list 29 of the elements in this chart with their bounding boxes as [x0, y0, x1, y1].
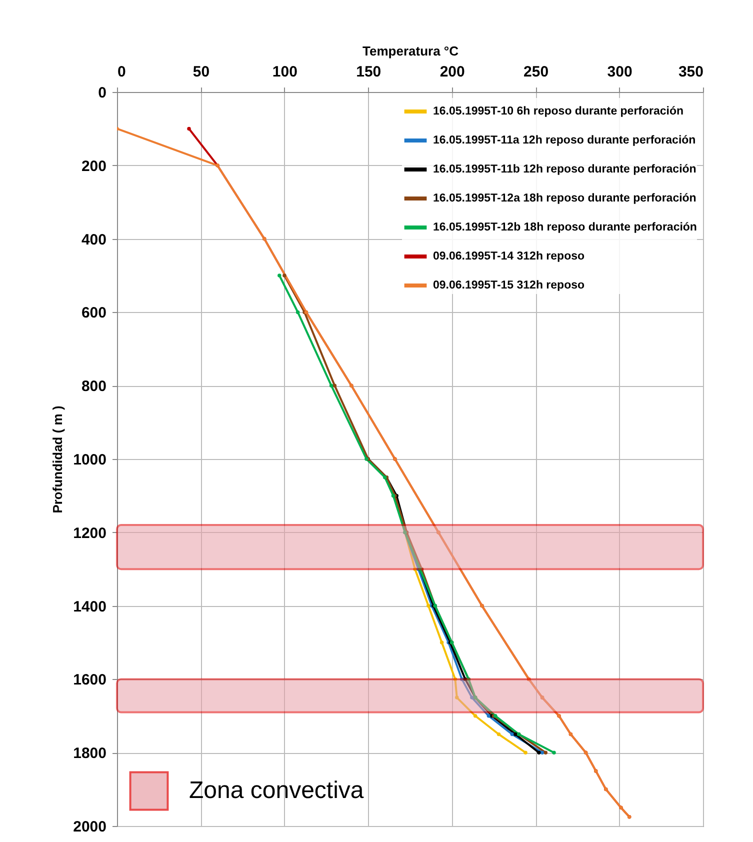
y-tick-label: 2000 — [73, 818, 106, 836]
y-tick-label: 1000 — [73, 452, 106, 468]
x-tick-label: 350 — [678, 64, 704, 80]
x-tick-label: 150 — [356, 64, 382, 80]
legend-label: 09.06.1995T-14 312h reposo — [433, 250, 585, 262]
legend-label: 09.06.1995T-15 312h reposo — [433, 280, 585, 292]
x-tick-label: 300 — [607, 64, 632, 80]
y-tick-label: 800 — [81, 378, 106, 396]
y-tick-label: 400 — [81, 231, 106, 248]
legend-label: 16.05.1995T-10 6h reposo durante perforación — [433, 106, 684, 118]
y-tick-label: 1400 — [73, 598, 106, 616]
legend-label: 16.05.1995T-11a 12h reposo durante perforación — [433, 134, 696, 146]
y-tick-label: 1800 — [73, 745, 106, 762]
legend-label: 16.05.1995T-12b 18h reposo durante perforación — [433, 222, 697, 234]
y-tick-label: 1600 — [73, 672, 106, 689]
y-tick-label: 600 — [81, 304, 106, 322]
legend-label: 16.05.1995T-12a 18h reposo durante perforación — [433, 192, 696, 204]
y-axis-title: Profundidad ( m ) — [50, 406, 66, 514]
x-tick-label: 200 — [440, 64, 465, 80]
y-tick-label: 1200 — [73, 524, 106, 542]
x-tick-label: 0 — [118, 64, 126, 80]
legend-label: Zona convectiva — [189, 777, 364, 804]
x-tick-label: 50 — [192, 64, 210, 80]
x-axis-title: Temperatura °C — [362, 44, 460, 58]
y-tick-label: 200 — [81, 158, 106, 175]
legend-label: 16.05.1995T-11b 12h reposo durante perforación — [433, 164, 696, 176]
y-tick-label: 0 — [98, 84, 106, 102]
x-tick-label: 250 — [524, 64, 549, 80]
x-tick-label: 100 — [272, 64, 298, 80]
